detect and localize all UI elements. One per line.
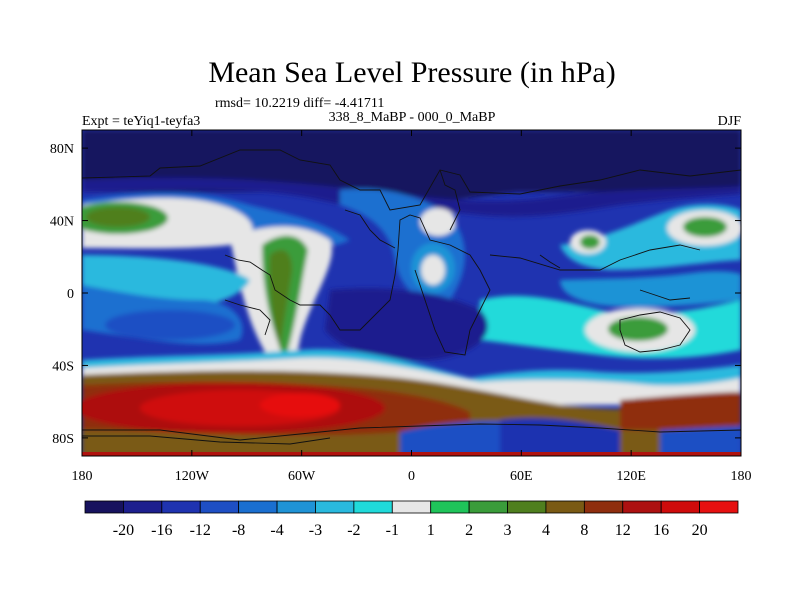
colorbar-swatch — [123, 500, 163, 514]
colorbar-swatch — [353, 500, 393, 514]
x-tick-label: 120E — [616, 469, 646, 484]
colorbar-label: -20 — [113, 522, 134, 539]
colorbar-label: 2 — [465, 522, 473, 539]
colorbar-swatch — [507, 500, 547, 514]
colorbar-label: -8 — [232, 522, 245, 539]
y-tick-label: 80N — [50, 142, 74, 157]
x-tick-label: 120W — [175, 469, 210, 484]
colorbar-swatch — [545, 500, 585, 514]
y-tick-label: 0 — [67, 287, 74, 302]
colorbar-swatch — [391, 500, 432, 514]
season-label: DJF — [718, 114, 742, 129]
x-tick-label: 180 — [731, 469, 752, 484]
colorbar-label: -2 — [347, 522, 360, 539]
colorbar-label: 1 — [427, 522, 435, 539]
y-tick-label: 40N — [50, 215, 74, 230]
colorbar-label: -16 — [151, 522, 172, 539]
colorbar-swatch — [315, 500, 355, 514]
experiment-label: Expt = teYiq1-teyfa3 — [82, 114, 200, 129]
colorbar-swatch — [84, 500, 124, 514]
comparison-label: 338_8_MaBP - 000_0_MaBP — [329, 110, 496, 125]
colorbar-swatch — [583, 500, 624, 514]
colorbar-label: 4 — [542, 522, 550, 539]
colorbar-swatch — [622, 500, 662, 514]
colorbar-label: 3 — [504, 522, 512, 539]
colorbar-label: -3 — [309, 522, 322, 539]
colorbar-label: -1 — [386, 522, 399, 539]
colorbar-swatch — [699, 500, 739, 514]
coastlines — [82, 149, 741, 445]
x-axis: 180 120W 60W 0 60E 120E 180 — [72, 130, 752, 484]
colorbar-swatch — [660, 500, 700, 514]
x-tick-label: 180 — [72, 469, 93, 484]
x-tick-label: 0 — [408, 469, 415, 484]
colorbar-swatch — [238, 500, 278, 514]
colorbar-swatch — [468, 500, 508, 514]
colorbar-label: 8 — [580, 522, 588, 539]
colorbar-label: -4 — [270, 522, 283, 539]
chart-title: Mean Sea Level Pressure (in hPa) — [208, 56, 615, 89]
colorbar-swatch — [199, 500, 240, 514]
colorbar-swatch — [430, 500, 470, 514]
colorbar-swatch — [276, 500, 316, 514]
y-tick-label: 80S — [52, 432, 74, 447]
colorbar-label: 12 — [615, 522, 631, 539]
map-field — [82, 130, 741, 456]
colorbar-label: 16 — [653, 522, 669, 539]
x-tick-label: 60W — [288, 469, 316, 484]
colorbar-label: 20 — [692, 522, 708, 539]
colorbar-swatch — [161, 500, 201, 514]
colorbar: -20 -16 -12 -8 -4 -3 -2 -1 1 2 3 4 8 12 16 20 — [84, 500, 739, 539]
colorbar-label: -12 — [190, 522, 211, 539]
x-tick-label: 60E — [510, 469, 533, 484]
y-axis: 80N 40N 0 40S 80S — [50, 142, 741, 447]
y-tick-label: 40S — [52, 359, 74, 374]
stats-label: rmsd= 10.2219 diff= -4.41711 — [215, 96, 384, 111]
